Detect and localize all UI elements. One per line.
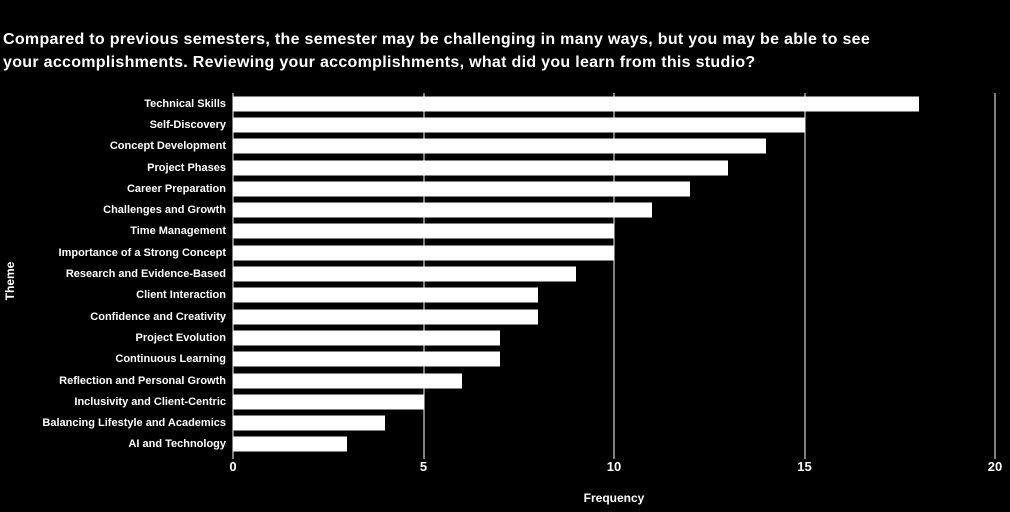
- bar: [233, 181, 691, 197]
- chart-title-line2: your accomplishments. Reviewing your acc…: [3, 54, 756, 71]
- chart-title: Compared to previous semesters, the seme…: [3, 28, 870, 74]
- bar: [233, 436, 348, 452]
- category-label: Project Phases: [147, 161, 226, 174]
- category-label: Reflection and Personal Growth: [59, 374, 226, 387]
- category-label: Inclusivity and Client-Centric: [74, 395, 226, 408]
- bar-row: Project Evolution: [136, 327, 995, 348]
- bar: [233, 117, 805, 133]
- bar-row: Time Management: [130, 221, 995, 242]
- bar-row: Inclusivity and Client-Centric: [74, 391, 995, 412]
- category-label: Importance of a Strong Concept: [58, 246, 226, 259]
- x-axis-ticks: 0 5 10 15 20: [229, 459, 1002, 475]
- bars-container: Technical Skills Self-Discovery Concept De…: [42, 93, 995, 455]
- bar: [233, 266, 576, 282]
- bar-row: Self-Discovery: [150, 114, 995, 135]
- category-label: Career Preparation: [126, 182, 226, 195]
- bar-row: Research and Evidence-Based: [66, 263, 995, 284]
- category-label: Research and Evidence-Based: [65, 268, 226, 281]
- bar: [233, 287, 538, 303]
- category-label: Confidence and Creativity: [90, 310, 226, 323]
- x-axis-title: Frequency: [583, 491, 645, 505]
- x-tick-label: 10: [606, 459, 622, 474]
- bar: [233, 96, 919, 112]
- gridline: [994, 93, 996, 459]
- bar-row: Confidence and Creativity: [90, 306, 995, 327]
- bar-row: Challenges and Growth: [103, 199, 995, 220]
- bar-row: Client Interaction: [136, 285, 995, 306]
- bar: [233, 309, 538, 325]
- category-label: Challenges and Growth: [103, 204, 226, 217]
- bar: [233, 394, 424, 410]
- bar-row: Continuous Learning: [115, 349, 995, 370]
- x-tick-label: 15: [797, 459, 812, 474]
- gridline: [613, 93, 615, 459]
- bar-row: Concept Development: [110, 136, 995, 157]
- x-tick-label: 0: [229, 459, 237, 474]
- category-label: Concept Development: [109, 140, 226, 153]
- bar: [233, 373, 462, 388]
- y-axis-title: Theme: [3, 261, 17, 301]
- category-label: Balancing Lifestyle and Academics: [42, 417, 226, 430]
- bar: [233, 330, 500, 346]
- bar: [233, 223, 614, 239]
- category-label: Technical Skills: [144, 97, 226, 110]
- category-label: Time Management: [130, 225, 226, 238]
- bar: [233, 415, 386, 431]
- bar-row: Career Preparation: [127, 178, 995, 199]
- bar: [233, 160, 729, 176]
- chart-title-line1: Compared to previous semesters, the seme…: [3, 31, 871, 48]
- category-label: Self-Discovery: [149, 118, 226, 131]
- bar: [233, 351, 500, 367]
- bar-row: Reflection and Personal Growth: [59, 370, 995, 391]
- category-label: AI and Technology: [128, 438, 226, 451]
- bar-row: Importance of a Strong Concept: [59, 242, 995, 263]
- category-label: Continuous Learning: [115, 353, 226, 366]
- bar-row: Balancing Lifestyle and Academics: [42, 412, 995, 433]
- bar: [233, 202, 653, 218]
- plot-area: Technical Skills Self-Discovery Concept De…: [42, 93, 996, 459]
- bar: [233, 245, 614, 261]
- bar-row: AI and Technology: [128, 434, 995, 455]
- bar-row: Technical Skills: [144, 93, 995, 114]
- x-tick-label: 5: [419, 459, 428, 474]
- category-label: Project Evolution: [135, 331, 226, 344]
- x-tick-label: 20: [987, 459, 1003, 474]
- bar-row: Project Phases: [147, 157, 995, 178]
- bar: [233, 138, 767, 154]
- gridline: [804, 93, 805, 459]
- category-label: Client Interaction: [136, 289, 226, 302]
